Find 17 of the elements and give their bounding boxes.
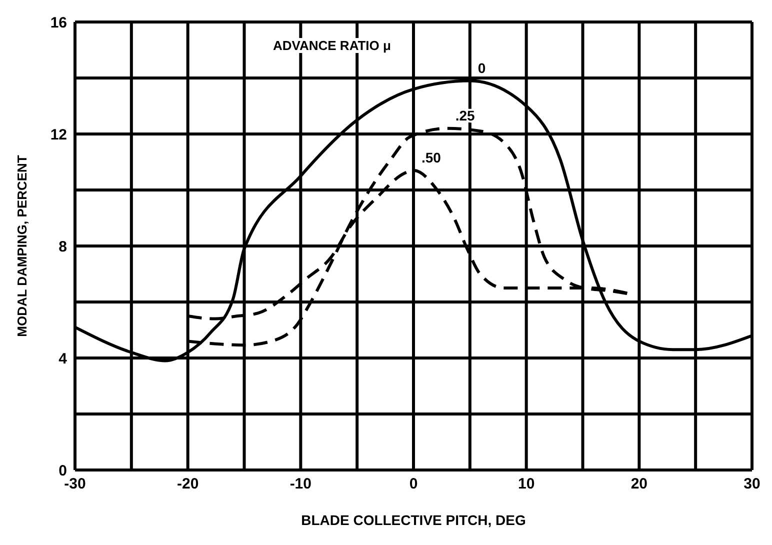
y-tick-label: 16: [50, 14, 67, 32]
x-tick-label: 0: [409, 476, 418, 493]
series-label: .50: [422, 149, 442, 166]
y-tick-label: 0: [58, 462, 67, 480]
y-tick-label: 12: [50, 126, 67, 144]
x-axis-title: BLADE COLLECTIVE PITCH, DEG: [301, 512, 526, 528]
y-tick-label: 4: [58, 350, 68, 368]
y-tick-label: 8: [58, 238, 67, 256]
series-label: 0: [478, 60, 486, 76]
x-tick-label: 10: [518, 476, 535, 493]
x-tick-label: -30: [64, 476, 86, 493]
x-tick-label: 30: [744, 476, 760, 493]
x-tick-label: -20: [176, 476, 199, 493]
x-tick-label: -10: [290, 476, 312, 493]
y-axis-title: MODAL DAMPING, PERCENT: [14, 155, 30, 337]
x-tick-label: 20: [630, 476, 648, 493]
legend-title: ADVANCE RATIO μ: [270, 38, 394, 53]
